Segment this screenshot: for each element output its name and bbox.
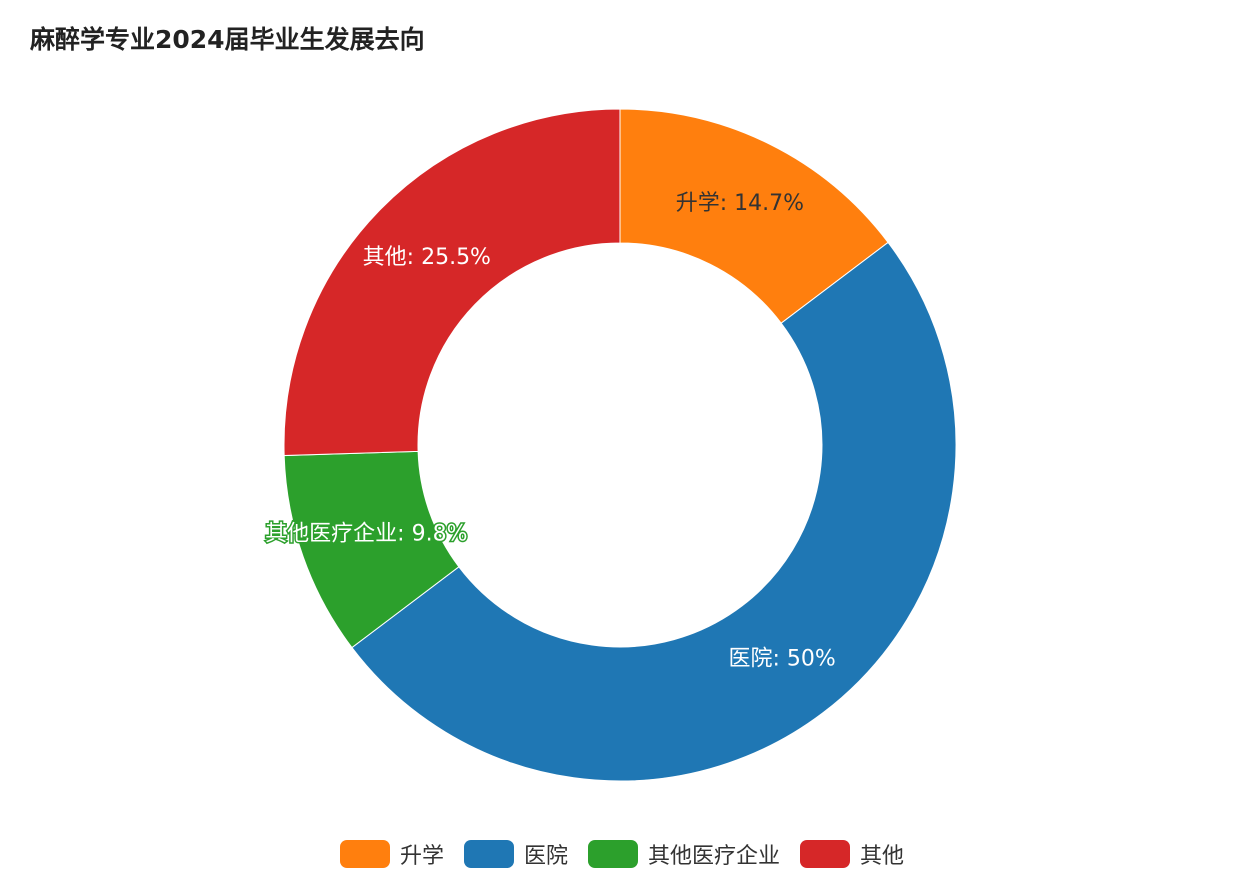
legend-item-1[interactable]: 医院 [463,838,568,870]
slices-group [283,108,957,782]
legend-label-0: 升学 [399,844,444,869]
labels-group: 升学: 14.7% 医院: 50% 其他医疗企业: 9.8% 其他: 25.5% [264,191,836,672]
legend-swatch-2 [588,840,638,868]
legend-item-3[interactable]: 其他 [800,838,904,870]
legend-swatch-3 [800,840,851,868]
legend: 升学 医院 其他医疗企业 其他 [0,838,1244,870]
legend-label-2: 其他医疗企业 [648,844,781,869]
slice-label-3: 其他: 25.5% [363,245,491,270]
slice-0[interactable] [619,108,889,324]
legend-item-2[interactable]: 其他医疗企业 [588,838,780,870]
slice-3[interactable] [283,108,621,457]
legend-item-0[interactable]: 升学 [339,838,444,870]
legend-swatch-0 [339,840,390,868]
donut-chart: 升学: 14.7% 医院: 50% 其他医疗企业: 9.8% 其他: 25.5% [264,108,957,782]
legend-label-1: 医院 [523,844,568,869]
slice-label-1: 医院: 50% [729,647,836,672]
chart-title: 麻醉学专业2024届毕业生发展去向 [30,25,425,54]
legend-label-3: 其他 [860,844,905,869]
slice-label-0: 升学: 14.7% [676,191,804,216]
slice-label-2: 其他医疗企业: 9.8% [265,522,467,547]
slice-1[interactable] [351,241,957,782]
legend-swatch-1 [463,840,514,868]
